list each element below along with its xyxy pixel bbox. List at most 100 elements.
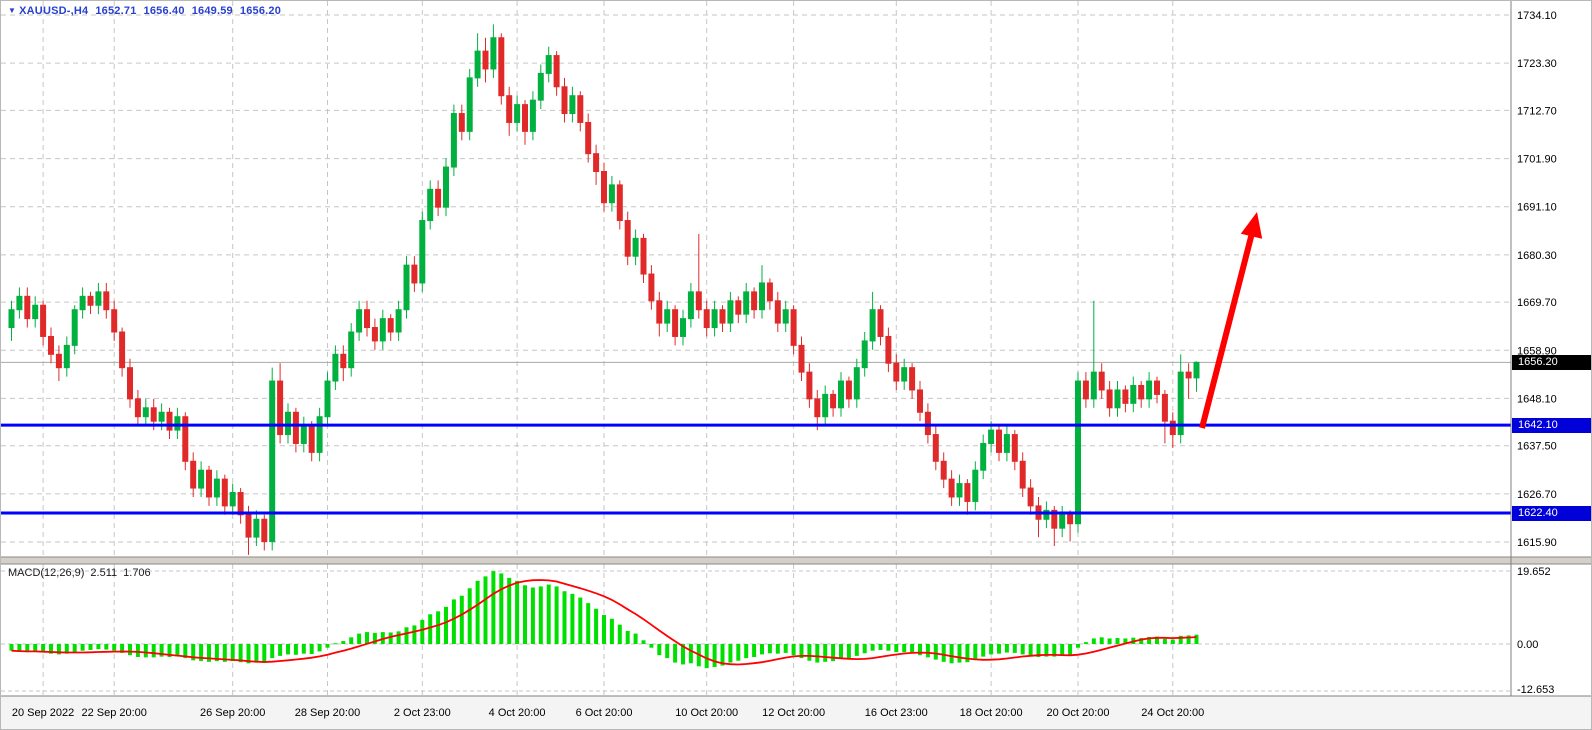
candle-bear [719,309,726,324]
candle-bear [940,460,947,480]
macd-histogram-bar [530,587,535,644]
candle-bull [861,340,868,369]
macd-histogram-bar [64,644,69,654]
macd-histogram-bar [143,644,148,658]
candle-bull [450,113,457,168]
panel-divider[interactable] [1,557,1592,564]
macd-histogram-bar [1123,638,1128,644]
macd-histogram-bar [1162,638,1167,644]
candle-bear [111,309,118,333]
candle-bull [782,309,789,324]
candle-bull [632,237,639,257]
macd-histogram-bar [594,608,599,644]
candle-bear [1161,393,1168,422]
macd-histogram-bar [981,644,986,657]
macd-histogram-bar [617,624,622,644]
macd-histogram-bar [657,644,662,656]
macd-histogram-bar [475,580,480,644]
macd-histogram-bar [49,644,53,654]
candle-bear [774,300,781,324]
time-axis-label: 24 Oct 20:00 [1141,707,1204,719]
support-level-tag-1[interactable]: 1642.10 [1512,417,1591,433]
macd-histogram-bar [9,644,14,651]
candle-bear [893,362,900,382]
candle-bear [601,170,607,204]
macd-histogram-bar [1115,638,1120,644]
candle-bull [79,295,86,311]
candle-bull [316,416,323,453]
macd-histogram-bar [120,644,125,653]
macd-histogram-bar [1099,637,1104,644]
macd-histogram-bar [925,644,930,658]
candle-bear [1122,389,1129,404]
macd-histogram-bar [483,576,488,644]
candle-bull [427,188,434,222]
time-axis-label: 20 Oct 20:00 [1047,707,1110,719]
macd-value-2: 1.706 [123,567,151,579]
candle-bear [695,291,702,311]
price-axis-label: 1615.90 [1517,537,1557,549]
bullish-arrow[interactable] [1199,212,1263,429]
macd-histogram-bar [562,591,567,644]
candle-bull [1177,371,1184,436]
macd-histogram-bar [167,644,172,658]
candle-bull [300,425,307,444]
macd-histogram-bar [191,644,196,661]
macd-histogram-bar [286,644,290,655]
symbol-dropdown-icon[interactable]: ▼ [8,6,17,15]
candle-bear [996,429,1002,453]
macd-histogram-bar [349,637,354,644]
macd-histogram-bar [1186,635,1191,644]
support-level-tag-2[interactable]: 1622.40 [1512,505,1591,521]
macd-histogram-bar [262,644,267,663]
macd-histogram-bar [523,585,527,644]
candle-bear [1019,460,1026,489]
macd-histogram-bar [309,644,314,655]
candle-bear [87,295,94,306]
candle-bear [1154,380,1160,395]
macd-histogram-bar [957,644,962,663]
macd-histogram-bar [673,644,678,663]
macd-histogram-bar [270,644,275,659]
candle-bear [766,282,773,302]
macd-histogram-bar [870,644,875,651]
macd-histogram-bar [1004,644,1009,653]
candle-bear [1169,420,1176,436]
time-axis-strip [1,696,1591,729]
macd-histogram-bar [214,644,219,662]
price-axis-label: 1691.10 [1517,202,1557,214]
macd-histogram-bar [918,644,922,656]
candle-bear [40,304,47,337]
candle-bull [537,72,544,101]
candle-bull [356,309,363,333]
macd-histogram-bar [365,632,369,644]
candle-bear [206,469,212,498]
arrow-shaft[interactable] [1199,234,1255,429]
macd-histogram-bar [104,644,109,650]
time-axis-label: 2 Oct 23:00 [394,707,451,719]
candle-bear [703,309,710,329]
macd-histogram-bar [1044,644,1049,657]
candle-bull [608,184,615,204]
macd-histogram-bar [744,644,749,659]
macd-histogram-bar [467,588,472,644]
price-axis-label: 1626.70 [1517,489,1557,501]
candle-bear [150,407,157,422]
macd-indicator-label: MACD(12,26,9) 2.511 1.706 [8,567,157,579]
macd-histogram-bar [396,631,401,644]
candle-bear [55,353,62,369]
macd-histogram-bar [783,644,788,653]
candle-bear [24,295,31,320]
macd-histogram-bar [1068,644,1073,656]
macd-histogram-bar [989,644,994,655]
macd-histogram-bar [586,603,591,644]
macd-histogram-bar [1076,644,1080,648]
macd-histogram-bar [507,577,512,644]
macd-histogram-bar [1028,644,1033,656]
time-axis-label: 28 Sep 20:00 [295,707,360,719]
macd-histogram-bar [823,644,828,662]
arrow-head-icon[interactable] [1240,212,1263,239]
candle-bear [127,367,133,400]
macd-histogram-bar [570,593,575,644]
